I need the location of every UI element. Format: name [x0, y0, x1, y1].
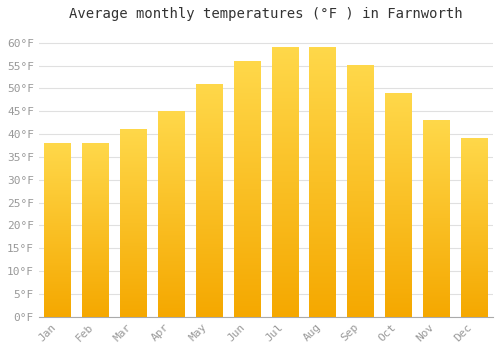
- Bar: [82, 143, 109, 317]
- Bar: [234, 61, 260, 317]
- Bar: [423, 120, 450, 317]
- Bar: [310, 47, 336, 317]
- Bar: [196, 84, 222, 317]
- Bar: [272, 47, 298, 317]
- Bar: [461, 139, 487, 317]
- Bar: [158, 111, 184, 317]
- Bar: [385, 93, 411, 317]
- Title: Average monthly temperatures (°F ) in Farnworth: Average monthly temperatures (°F ) in Fa…: [69, 7, 462, 21]
- Bar: [44, 143, 71, 317]
- Bar: [348, 65, 374, 317]
- Bar: [120, 130, 146, 317]
